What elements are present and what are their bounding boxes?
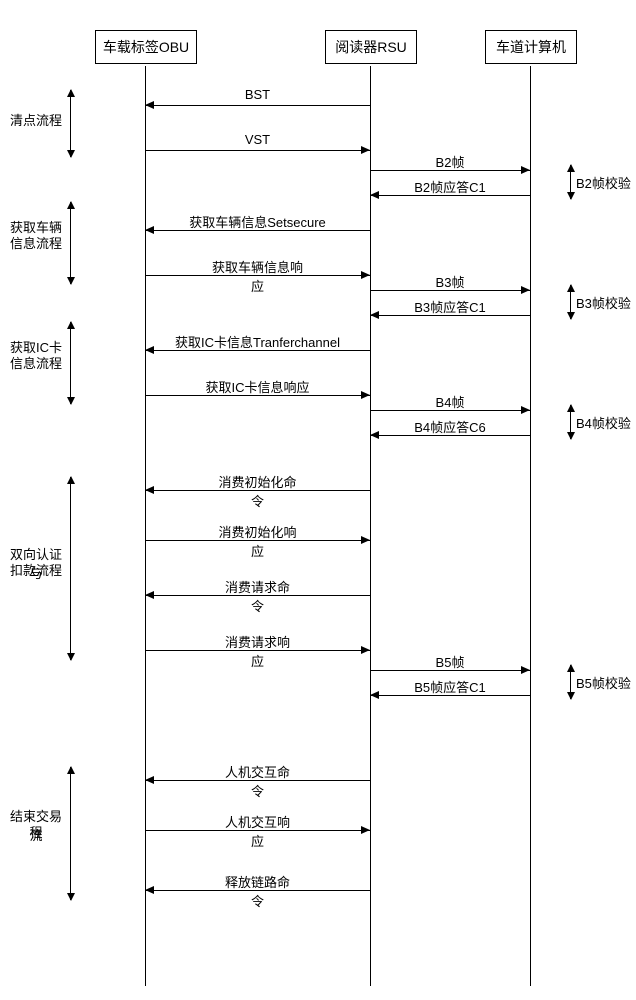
msg-label-20: 释放链路命令 bbox=[222, 872, 294, 910]
msg-arrow-10 bbox=[521, 406, 530, 414]
msg-line-1 bbox=[145, 150, 370, 151]
msg-label-2: B2帧 bbox=[420, 152, 480, 171]
msg-label-3: B2帧应答C1 bbox=[408, 177, 492, 196]
msg-label-5: 获取车辆信息响应 bbox=[210, 257, 306, 295]
phase-label-p5: 程 bbox=[4, 822, 68, 841]
phase-bar-p1 bbox=[70, 90, 71, 157]
phase-bar-p3 bbox=[70, 322, 71, 404]
msg-label-19: 人机交互响应 bbox=[222, 812, 294, 850]
msg-arrow-12 bbox=[145, 486, 154, 494]
phase-label-p3: 信息流程 bbox=[4, 353, 68, 372]
msg-arrow-17 bbox=[370, 691, 379, 699]
phase-label-p2: 信息流程 bbox=[4, 233, 68, 252]
msg-line-0 bbox=[145, 105, 370, 106]
msg-label-14: 消费请求命令 bbox=[222, 577, 294, 615]
msg-arrow-1 bbox=[361, 146, 370, 154]
msg-label-18: 人机交互命令 bbox=[222, 762, 294, 800]
check-label-c4: B5帧校验 bbox=[576, 673, 631, 692]
phase-label-p4: 扣款流程 bbox=[4, 560, 68, 579]
msg-label-6: B3帧 bbox=[420, 272, 480, 291]
msg-label-0: BST bbox=[228, 87, 288, 102]
msg-label-17: B5帧应答C1 bbox=[408, 677, 492, 696]
msg-arrow-20 bbox=[145, 886, 154, 894]
check-label-c2: B3帧校验 bbox=[576, 293, 631, 312]
msg-label-12: 消费初始化命令 bbox=[216, 472, 300, 510]
msg-arrow-2 bbox=[521, 166, 530, 174]
check-bar-c4 bbox=[570, 665, 571, 699]
lifeline-rsu bbox=[370, 66, 371, 986]
msg-label-9: 获取IC卡信息响应 bbox=[204, 377, 312, 396]
lifeline-pc bbox=[530, 66, 531, 986]
msg-label-7: B3帧应答C1 bbox=[408, 297, 492, 316]
msg-label-11: B4帧应答C6 bbox=[408, 417, 492, 436]
actor-pc: 车道计算机 bbox=[485, 30, 577, 64]
msg-arrow-13 bbox=[361, 536, 370, 544]
msg-arrow-15 bbox=[361, 646, 370, 654]
msg-label-1: VST bbox=[228, 132, 288, 147]
lifeline-obu bbox=[145, 66, 146, 986]
msg-label-16: B5帧 bbox=[420, 652, 480, 671]
msg-arrow-6 bbox=[521, 286, 530, 294]
msg-arrow-0 bbox=[145, 101, 154, 109]
check-bar-c1 bbox=[570, 165, 571, 199]
phase-bar-p2 bbox=[70, 202, 71, 284]
msg-arrow-5 bbox=[361, 271, 370, 279]
msg-arrow-19 bbox=[361, 826, 370, 834]
msg-label-8: 获取IC卡信息Tranferchannel bbox=[132, 332, 384, 351]
msg-arrow-11 bbox=[370, 431, 379, 439]
msg-label-13: 消费初始化响应 bbox=[216, 522, 300, 560]
check-bar-c3 bbox=[570, 405, 571, 439]
actor-rsu: 阅读器RSU bbox=[325, 30, 417, 64]
check-bar-c2 bbox=[570, 285, 571, 319]
msg-arrow-7 bbox=[370, 311, 379, 319]
actor-obu: 车载标签OBU bbox=[95, 30, 197, 64]
msg-arrow-3 bbox=[370, 191, 379, 199]
msg-label-10: B4帧 bbox=[420, 392, 480, 411]
msg-arrow-16 bbox=[521, 666, 530, 674]
msg-arrow-4 bbox=[145, 226, 154, 234]
msg-arrow-14 bbox=[145, 591, 154, 599]
phase-bar-p4 bbox=[70, 477, 71, 660]
check-label-c3: B4帧校验 bbox=[576, 413, 631, 432]
msg-arrow-9 bbox=[361, 391, 370, 399]
phase-bar-p5 bbox=[70, 767, 71, 900]
msg-label-4: 获取车辆信息Setsecure bbox=[168, 212, 348, 231]
check-label-c1: B2帧校验 bbox=[576, 173, 631, 192]
sequence-canvas: 车载标签OBU阅读器RSU车道计算机清点流程获取车辆信息流程获取IC卡信息流程双… bbox=[0, 0, 636, 1000]
msg-label-15: 消费请求响应 bbox=[222, 632, 294, 670]
phase-label-p1: 清点流程 bbox=[4, 110, 68, 129]
msg-arrow-18 bbox=[145, 776, 154, 784]
